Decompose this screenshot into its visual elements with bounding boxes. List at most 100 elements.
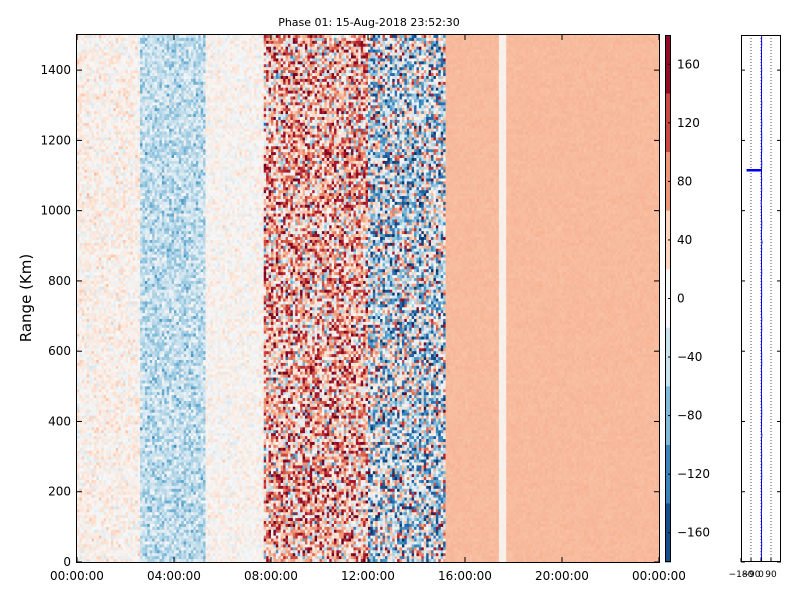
heatmap-cell <box>92 225 95 228</box>
heatmap-cell <box>135 533 138 536</box>
heatmap-cell <box>116 474 119 477</box>
heatmap-cell <box>99 91 102 94</box>
heatmap-cell <box>106 293 109 296</box>
heatmap-cell <box>84 331 87 334</box>
heatmap-cell <box>111 474 114 477</box>
heatmap-cell <box>126 430 129 433</box>
heatmap-cell <box>89 187 92 190</box>
heatmap-cell <box>94 357 97 360</box>
heatmap-cell <box>133 260 136 263</box>
heatmap-cell <box>77 363 80 366</box>
heatmap-cell <box>130 395 133 398</box>
heatmap-cell <box>96 243 99 246</box>
heatmap-cell <box>84 299 87 302</box>
heatmap-cell <box>140 266 143 269</box>
heatmap-cell <box>133 44 136 47</box>
heatmap-cell <box>130 299 133 302</box>
heatmap-cell <box>87 73 90 76</box>
heatmap-cell <box>104 219 107 222</box>
heatmap-cell <box>135 369 138 372</box>
heatmap-cell <box>99 50 102 53</box>
heatmap-cell <box>140 498 143 501</box>
heatmap-cell <box>89 155 92 158</box>
heatmap-cell <box>99 296 102 299</box>
heatmap-cell <box>121 275 124 278</box>
heatmap-cell <box>89 211 92 214</box>
heatmap-cell <box>101 176 104 179</box>
heatmap-cell <box>113 360 116 363</box>
heatmap-cell <box>99 249 102 252</box>
heatmap-cell <box>130 325 133 328</box>
heatmap-cell <box>135 217 138 220</box>
heatmap-cell <box>128 515 131 518</box>
heatmap-cell <box>140 328 143 331</box>
heatmap-cell <box>109 38 112 41</box>
heatmap-cell <box>118 152 121 155</box>
heatmap-cell <box>111 73 114 76</box>
heatmap-cell <box>92 369 95 372</box>
heatmap-cell <box>87 442 90 445</box>
heatmap-cell <box>92 462 95 465</box>
heatmap-cell <box>94 120 97 123</box>
heatmap-cell <box>106 322 109 325</box>
heatmap-cell <box>123 413 126 416</box>
heatmap-cell <box>104 462 107 465</box>
heatmap-cell <box>121 263 124 266</box>
heatmap-cell <box>87 337 90 340</box>
heatmap-cell <box>87 246 90 249</box>
heatmap-cell <box>135 495 138 498</box>
heatmap-cell <box>89 489 92 492</box>
heatmap-cell <box>82 44 85 47</box>
heatmap-cell <box>113 398 116 401</box>
heatmap-cell <box>106 240 109 243</box>
heatmap-cell <box>104 348 107 351</box>
heatmap-cell <box>118 378 121 381</box>
heatmap-cell <box>140 366 143 369</box>
heatmap-cell <box>140 521 143 524</box>
heatmap-cell <box>84 170 87 173</box>
heatmap-cell <box>140 348 143 351</box>
heatmap-cell <box>130 442 133 445</box>
heatmap-cell <box>138 91 141 94</box>
heatmap-cell <box>82 495 85 498</box>
heatmap-cell <box>79 117 82 120</box>
heatmap-cell <box>96 325 99 328</box>
heatmap-cell <box>89 439 92 442</box>
heatmap-cell <box>128 161 131 164</box>
heatmap-cell <box>116 187 119 190</box>
heatmap-cell <box>94 501 97 504</box>
heatmap-cell <box>77 465 80 468</box>
heatmap-cell <box>84 61 87 64</box>
heatmap-cell <box>106 524 109 527</box>
heatmap-cell <box>77 553 80 556</box>
heatmap-cell <box>111 117 114 120</box>
heatmap-cell <box>96 442 99 445</box>
heatmap-cell <box>118 342 121 345</box>
heatmap-cell <box>94 252 97 255</box>
heatmap-cell <box>135 140 138 143</box>
heatmap-cell <box>118 313 121 316</box>
heatmap-cell <box>106 410 109 413</box>
heatmap-cell <box>123 366 126 369</box>
heatmap-cell <box>130 486 133 489</box>
heatmap-cell <box>106 495 109 498</box>
heatmap-cell <box>94 524 97 527</box>
heatmap-cell <box>92 556 95 559</box>
heatmap-cell <box>89 222 92 225</box>
heatmap-cell <box>140 228 143 231</box>
heatmap-cell <box>130 354 133 357</box>
heatmap-cell <box>138 70 141 73</box>
heatmap-cell <box>138 178 141 181</box>
heatmap-cell <box>113 170 116 173</box>
heatmap-cell <box>92 58 95 61</box>
heatmap-cell <box>79 550 82 553</box>
heatmap-cell <box>116 448 119 451</box>
heatmap-cell <box>96 448 99 451</box>
heatmap-cell <box>94 199 97 202</box>
heatmap-cell <box>128 219 131 222</box>
heatmap-cell <box>82 345 85 348</box>
heatmap-cell <box>77 521 80 524</box>
heatmap-cell <box>79 149 82 152</box>
heatmap-cell <box>96 474 99 477</box>
heatmap-cell <box>118 290 121 293</box>
